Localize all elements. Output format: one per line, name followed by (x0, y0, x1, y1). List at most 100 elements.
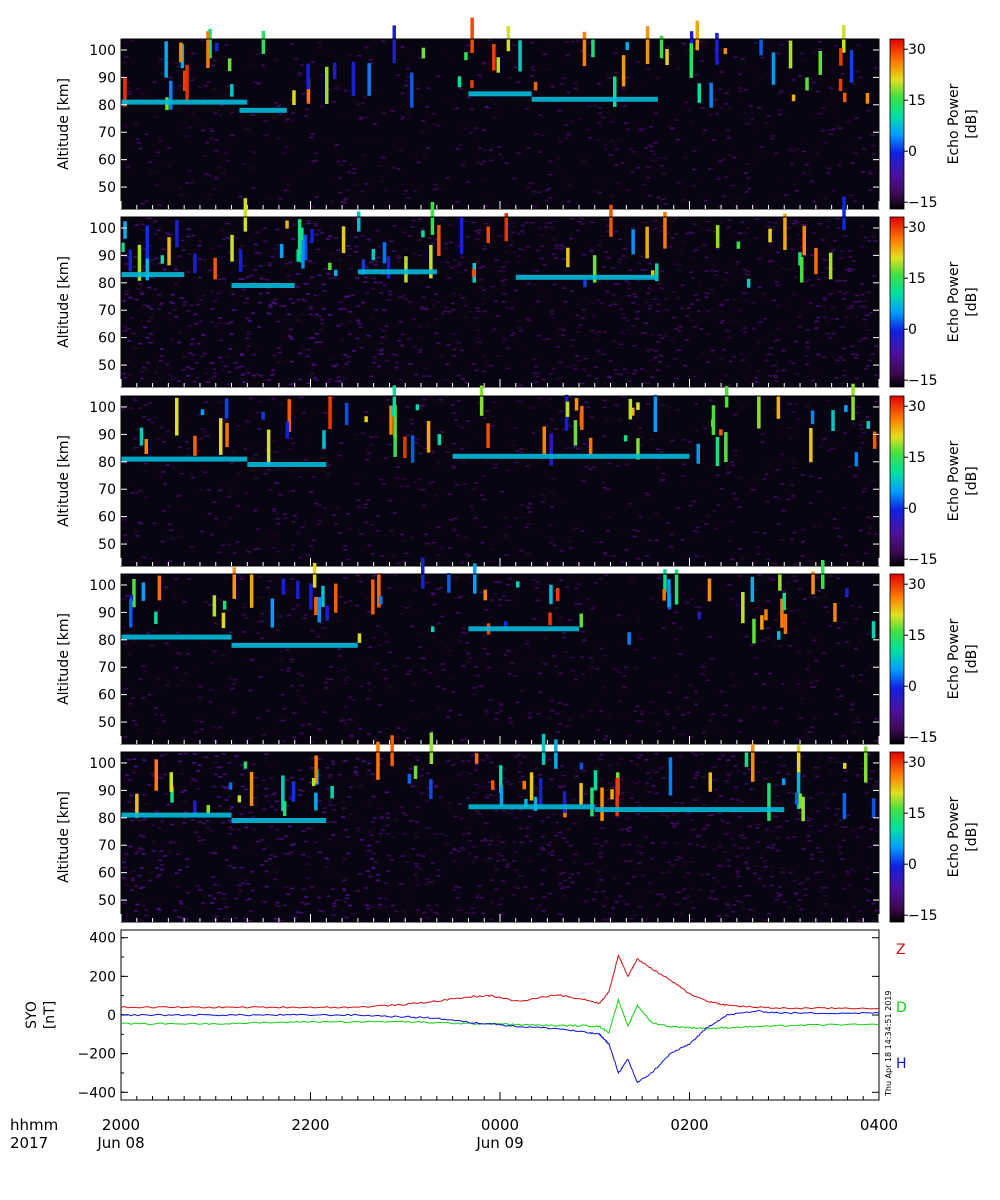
colorbar-label: Echo Power (946, 83, 962, 164)
time-unit-label: hhmm (10, 1116, 58, 1134)
colorbar-label: Echo Power (946, 261, 962, 342)
echo-layer-1 (121, 634, 232, 640)
echo-layer-2 (231, 818, 327, 823)
heatmap-noise (121, 574, 879, 743)
y-axis-label: Altitude [km] (56, 78, 72, 170)
series-line-Z (120, 954, 880, 1010)
y-tick-label: 90 (98, 605, 116, 621)
y-tick-label: 80 (98, 811, 116, 827)
y-tick-label: 100 (89, 400, 116, 416)
heatmap-background (121, 574, 879, 744)
y-tick-label: 80 (98, 633, 116, 649)
x-tick-label: 0000 (481, 1116, 519, 1134)
echo-layer-4 (531, 96, 658, 102)
colorbar-tick-label: −15 (908, 552, 938, 568)
y-tick-label: 90 (98, 783, 116, 799)
x-tick-label: 0200 (670, 1116, 708, 1134)
radar-panel-4: 50 60 70 80 90 100 Altitude [km] −15 0 15 30 Echo P… (56, 557, 980, 746)
y-tick-label: 100 (89, 221, 116, 237)
y-tick-label: −200 (78, 1047, 116, 1063)
colorbar-tick-label: 15 (908, 628, 926, 644)
timestamp: Thu Apr 18 14:34:51 2019 (884, 990, 893, 1097)
y-tick-label: 100 (89, 756, 116, 772)
y-tick-label: 90 (98, 248, 116, 264)
colorbar-tick-label: 15 (908, 450, 926, 466)
echo-layer-2 (231, 642, 358, 648)
radar-panel-1: 50 60 70 80 90 100 Altitude [km] −15 0 15 30 Echo P… (56, 17, 980, 211)
y-axis-label: SYO (24, 1001, 40, 1029)
y-tick-label: 90 (98, 427, 116, 443)
colorbar-tick-label: −15 (908, 373, 938, 389)
y-tick-label: 90 (98, 70, 116, 86)
colorbar: −15 0 15 30 Echo Power [dB] (889, 573, 980, 746)
radar-panel-3: 50 60 70 80 90 100 Altitude [km] −15 0 15 30 Echo P… (56, 383, 980, 568)
colorbar-tick-label: 15 (908, 271, 926, 287)
heatmap-noise (121, 217, 879, 387)
colorbar: −15 0 15 30 Echo Power [dB] (889, 216, 980, 389)
y-tick-label: 50 (98, 180, 116, 196)
heatmap-background (121, 396, 879, 566)
y-tick-label: 60 (98, 866, 116, 882)
x-tick-label: 0400 (860, 1116, 898, 1134)
echo-layer-3 (468, 91, 532, 97)
colorbar: −15 0 15 30 Echo Power [dB] (889, 38, 980, 211)
y-tick-label: 60 (98, 688, 116, 704)
colorbar-tick-label: 30 (908, 755, 926, 771)
colorbar-tick-label: −15 (908, 908, 938, 924)
y-tick-label: 0 (107, 1008, 116, 1024)
y-axis-unit: [nT] (42, 1001, 58, 1029)
y-tick-label: 60 (98, 153, 116, 169)
radar-panel-5: 50 60 70 80 90 100 Altitude [km] −15 0 15 30 Echo P… (56, 732, 980, 924)
colorbar-tick-label: 15 (908, 806, 926, 822)
date-label: Jun 09 (475, 1134, 523, 1152)
echo-layer-1 (121, 99, 248, 105)
series-line-H (120, 1009, 880, 1084)
colorbar-unit: [dB] (964, 822, 980, 851)
colorbar: −15 0 15 30 Echo Power [dB] (889, 751, 980, 924)
colorbar-tick-label: 0 (908, 501, 917, 517)
echo-columns (139, 383, 877, 467)
colorbar-unit: [dB] (964, 287, 980, 316)
echo-layer-4 (594, 807, 785, 813)
y-tick-label: 400 (89, 931, 116, 947)
legend-H: H (896, 1056, 907, 1072)
y-tick-label: 70 (98, 482, 116, 498)
colorbar-unit: [dB] (964, 109, 980, 138)
echo-columns (135, 732, 876, 822)
colorbar-tick-label: 0 (908, 322, 917, 338)
colorbar: −15 0 15 30 Echo Power [dB] (889, 395, 980, 568)
heatmap-background (121, 217, 879, 387)
y-tick-label: 50 (98, 537, 116, 553)
y-axis-label: Altitude [km] (56, 256, 72, 348)
colorbar-tick-label: −15 (908, 730, 938, 746)
echo-layer-1 (121, 812, 232, 818)
date-label: Jun 08 (96, 1134, 144, 1152)
echo-layer-2 (247, 462, 327, 467)
colorbar-tick-label: 30 (908, 577, 926, 593)
y-tick-label: 80 (98, 276, 116, 292)
x-tick-label: 2200 (291, 1116, 329, 1134)
echo-layer-2 (231, 283, 295, 288)
y-axis-label: Altitude [km] (56, 791, 72, 883)
echo-layer-3 (468, 804, 595, 810)
year-label: 2017 (10, 1134, 48, 1152)
y-tick-label: 100 (89, 43, 116, 59)
colorbar-tick-label: 30 (908, 399, 926, 415)
colorbar-tick-label: −15 (908, 195, 938, 211)
y-tick-label: 70 (98, 660, 116, 676)
y-tick-label: 70 (98, 303, 116, 319)
y-tick-label: 200 (89, 969, 116, 985)
colorbar-unit: [dB] (964, 466, 980, 495)
y-tick-label: 60 (98, 510, 116, 526)
echo-layer-4 (515, 274, 658, 280)
colorbar-label: Echo Power (946, 796, 962, 877)
echo-layer-1 (121, 456, 248, 462)
colorbar-tick-label: 0 (908, 857, 917, 873)
y-tick-label: 50 (98, 358, 116, 374)
legend-D: D (896, 1000, 907, 1016)
echo-layer-3 (468, 626, 579, 632)
y-axis-label: Altitude [km] (56, 435, 72, 527)
colorbar-tick-label: 0 (908, 144, 917, 160)
y-tick-label: −400 (78, 1085, 116, 1101)
